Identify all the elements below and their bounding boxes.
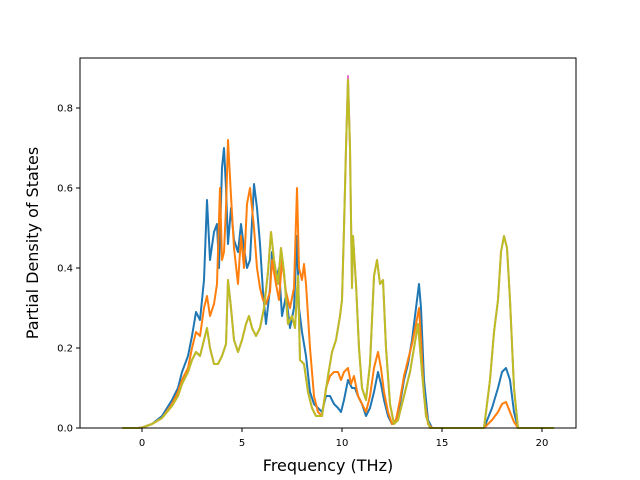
y-tick-label: 0.8 bbox=[57, 104, 73, 115]
y-tick-label: 0.6 bbox=[57, 184, 73, 195]
pdos-series-line-2 bbox=[122, 139, 554, 429]
x-tick-label: 5 bbox=[239, 438, 245, 449]
series-layer bbox=[122, 75, 554, 429]
x-axis-ticks: 0 5 10 15 20 bbox=[139, 428, 549, 449]
y-axis-label: Partial Density of States bbox=[23, 147, 42, 339]
x-tick-label: 15 bbox=[436, 438, 449, 449]
y-tick-label: 0.4 bbox=[57, 264, 73, 275]
pdos-series-line-1 bbox=[122, 147, 554, 429]
plot-frame bbox=[79, 57, 577, 429]
y-axis-ticks: 0.0 0.2 0.4 0.6 0.8 bbox=[57, 104, 80, 435]
x-axis-label: Frequency (THz) bbox=[263, 456, 393, 475]
y-tick-label: 0.0 bbox=[57, 424, 73, 435]
x-tick-label: 10 bbox=[336, 438, 349, 449]
y-tick-label: 0.2 bbox=[57, 344, 73, 355]
x-tick-label: 0 bbox=[139, 438, 145, 449]
pdos-series-line-4 bbox=[122, 79, 554, 429]
x-tick-label: 20 bbox=[536, 438, 549, 449]
